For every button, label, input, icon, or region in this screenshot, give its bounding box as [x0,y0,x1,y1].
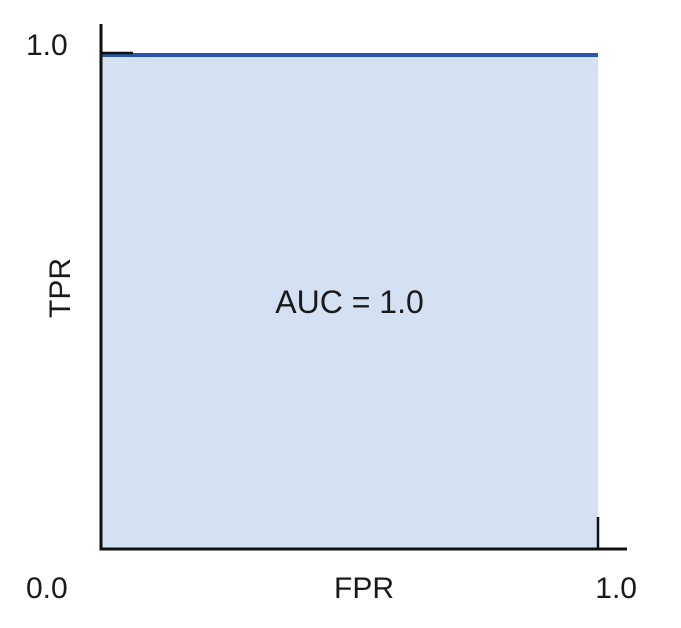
x-tick-label-left: 0.0 [26,572,68,605]
auc-annotation: AUC = 1.0 [275,284,424,320]
auc-area [101,55,598,549]
x-axis-title: FPR [334,572,394,605]
y-axis-title: TPR [44,258,77,318]
y-tick-label-top: 1.0 [26,29,68,62]
x-tick-label-right: 1.0 [595,572,637,605]
